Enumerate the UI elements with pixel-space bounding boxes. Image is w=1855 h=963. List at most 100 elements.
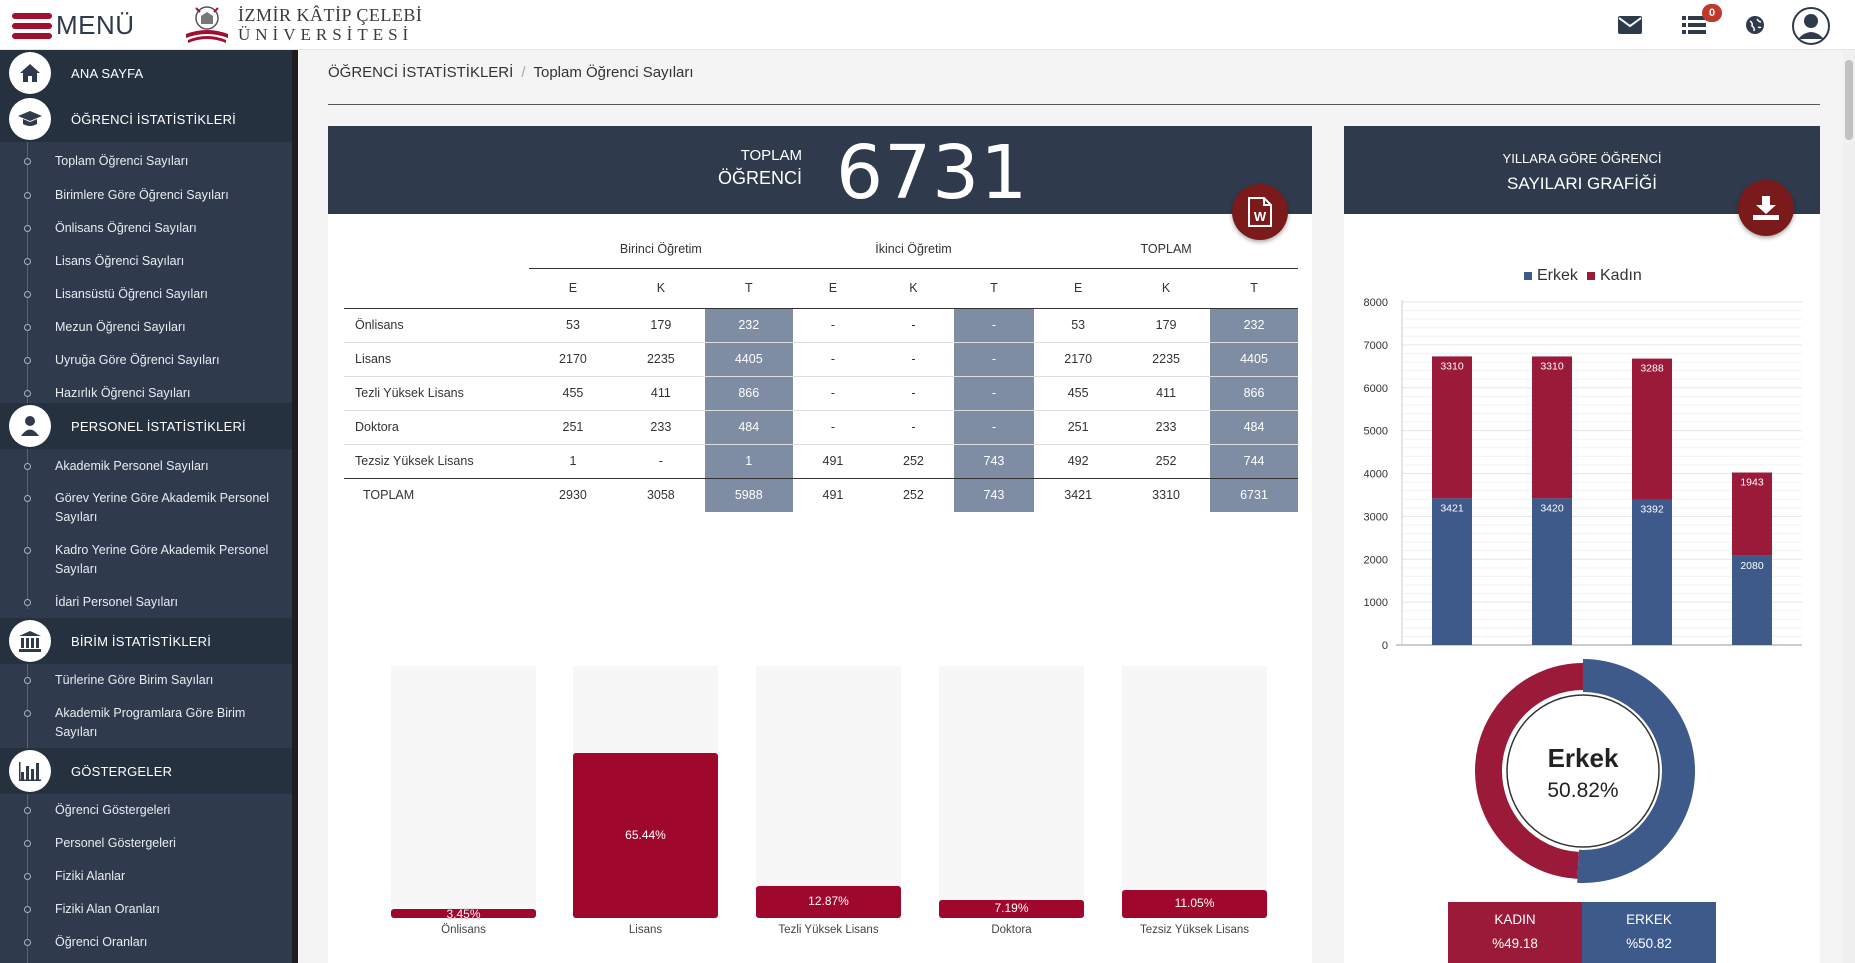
sidebar-item-physical-area-ratios[interactable]: Fiziki Alan Oranları [0, 900, 292, 919]
page-scrollbar[interactable] [1843, 50, 1855, 963]
table-cell: 251 [529, 409, 617, 444]
table-cell: 251 [1034, 409, 1123, 444]
globe-icon[interactable] [1740, 10, 1770, 40]
bar-erkek [1432, 498, 1472, 645]
sidebar-section-label: GÖSTERGELER [71, 763, 173, 779]
breadcrumb-root[interactable]: ÖĞRENCİ İSTATİSTİKLERİ [328, 64, 514, 81]
y-tick-label: 2000 [1364, 554, 1388, 566]
university-emblem-icon [186, 6, 228, 43]
sidebar-section-unit-stats[interactable]: BİRİM İSTATİSTİKLERİ [0, 618, 292, 664]
table-cell: - [953, 341, 1035, 376]
donut-center-value: 50.82% [1547, 779, 1618, 802]
table-cell: 3310 [1122, 477, 1211, 512]
table-cell: 484 [704, 409, 793, 444]
bar-kadin [1532, 356, 1572, 499]
logo-line-1: İZMİR KÂTİP ÇELEBİ [238, 5, 423, 25]
sidebar-item-academic-staff[interactable]: Akademik Personel Sayıları [0, 457, 292, 476]
bar-erkek [1732, 555, 1772, 645]
hamburger-icon [12, 12, 52, 39]
y-tick-label: 7000 [1364, 340, 1388, 352]
sidebar-section-student-stats[interactable]: ÖĞRENCİ İSTATİSTİKLERİ [0, 96, 292, 142]
program-share-bar: 65.44% Lisans [573, 666, 718, 936]
sidebar [0, 50, 292, 963]
legend-swatch-erkek [1524, 272, 1532, 280]
table-cell: 455 [529, 375, 617, 410]
row-label: Lisans [344, 341, 529, 376]
sidebar-item-graduate[interactable]: Lisansüstü Öğrenci Sayıları [0, 285, 292, 304]
sidebar-item-units-by-program[interactable]: Akademik Programlara Göre Birim Sayıları [0, 704, 270, 742]
row-label: Doktora [344, 409, 529, 444]
sidebar-item-preparatory[interactable]: Hazırlık Öğrenci Sayıları [0, 384, 292, 403]
bar-label-erkek: 3421 [1440, 502, 1464, 514]
legend-swatch-kadin [1587, 272, 1595, 280]
program-share-bar: 7.19% Doktora [939, 666, 1084, 936]
home-icon [9, 52, 51, 94]
sidebar-item-units-by-type[interactable]: Türlerine Göre Birim Sayıları [0, 671, 292, 690]
table-cell: 53 [566, 318, 580, 332]
donut-hole [1504, 692, 1662, 850]
total-students-panel: TOPLAM ÖĞRENCİ 6731 W Birinci Öğretim İk… [328, 126, 1312, 963]
program-share-bar: 12.87% Tezli Yüksek Lisans [756, 666, 901, 936]
sidebar-item-alumni[interactable]: Mezun Öğrenci Sayıları [0, 318, 292, 337]
donut-inner-ring [1506, 694, 1660, 848]
sidebar-item-academic-staff-by-cadre[interactable]: Kadro Yerine Göre Akademik Personel Sayı… [0, 541, 280, 579]
user-icon[interactable] [1792, 7, 1830, 45]
table-cell: - [953, 409, 1035, 444]
table-cell: - [873, 409, 954, 444]
y-tick-label: 1000 [1364, 597, 1388, 609]
donut-segment-kadin [1475, 663, 1583, 879]
sidebar-item-physical-areas[interactable]: Fiziki Alanlar [0, 867, 292, 886]
table-cell: 5988 [704, 477, 793, 512]
table-total-row: TOPLAM 2930 3058 5988 491 252 743 3421 3310 6731 [344, 477, 1298, 512]
menu-button[interactable]: MENÜ [12, 10, 135, 41]
donut-segment-erkek [1577, 659, 1695, 883]
sidebar-section-home[interactable]: ANA SAYFA [0, 50, 292, 96]
row-label: Tezli Yüksek Lisans [344, 375, 529, 410]
total-student-count: 6731 [836, 130, 1029, 216]
sidebar-section-staff-stats[interactable]: PERSONEL İSTATİSTİKLERİ [0, 403, 292, 449]
y-tick-label: 6000 [1364, 383, 1388, 395]
column-header: T [1210, 268, 1298, 309]
sidebar-item-total-students[interactable]: Toplam Öğrenci Sayıları [0, 152, 292, 171]
yearly-chart-panel: YILLARA GÖRE ÖĞRENCİ SAYILARI GRAFİĞİ 0 1… [1344, 126, 1820, 963]
gender-ratio-box: KADIN %49.18 ERKEK %50.82 [1448, 902, 1716, 963]
sidebar-item-staff-indicators[interactable]: Personel Göstergeleri [0, 834, 292, 853]
bar-chart-icon [9, 750, 51, 792]
group-header: TOPLAM [1034, 230, 1298, 269]
program-share-label: Doktora [991, 924, 1032, 936]
sidebar-item-bachelor[interactable]: Lisans Öğrenci Sayıları [0, 252, 292, 271]
list-icon[interactable] [1679, 10, 1709, 40]
group-header: Birinci Öğretim [529, 230, 793, 269]
top-bar: MENÜ İZMİR KÂTİP ÇELEBİ ÜNİVERSİTESİ 0 [0, 0, 1855, 50]
university-logo[interactable]: İZMİR KÂTİP ÇELEBİ ÜNİVERSİTESİ [182, 4, 422, 46]
table-cell: - [911, 318, 916, 332]
sidebar-item-associate[interactable]: Önlisans Öğrenci Sayıları [0, 219, 292, 238]
envelope-icon[interactable] [1615, 10, 1645, 40]
sidebar-item-academic-staff-by-duty[interactable]: Görev Yerine Göre Akademik Personel Sayı… [0, 489, 280, 527]
table-cell: 53 [1071, 318, 1086, 332]
sidebar-scrollbar[interactable] [292, 50, 298, 963]
sidebar-item-admin-staff[interactable]: İdari Personel Sayıları [0, 593, 292, 612]
download-button[interactable] [1738, 180, 1794, 236]
table-cell: - [953, 375, 1035, 410]
sidebar-section-indicators[interactable]: GÖSTERGELER [0, 748, 292, 794]
sidebar-item-by-unit[interactable]: Birimlere Göre Öğrenci Sayıları [0, 186, 292, 205]
sidebar-item-nationality[interactable]: Uyruğa Göre Öğrenci Sayıları [0, 351, 292, 370]
legend-label-kadin: Kadın [1600, 267, 1642, 284]
table-cell: 484 [1210, 409, 1298, 444]
notification-badge: 0 [1702, 4, 1722, 22]
bar-label-kadin: 3310 [1540, 360, 1564, 372]
y-tick-label: 5000 [1364, 426, 1388, 438]
sidebar-item-student-ratios[interactable]: Öğrenci Oranları [0, 933, 292, 952]
total-students-header: TOPLAM ÖĞRENCİ 6731 [328, 126, 1312, 216]
breadcrumb-divider [328, 104, 1820, 105]
table-cell: 232 [704, 308, 793, 342]
student-stats-table: Birinci Öğretim İkinci Öğretim TOPLAM E … [344, 230, 1298, 512]
table-cell: 1 [704, 443, 793, 478]
program-share-fill [939, 899, 1084, 918]
sidebar-section-label: ÖĞRENCİ İSTATİSTİKLERİ [71, 111, 236, 127]
y-tick-label: 8000 [1364, 297, 1388, 309]
sidebar-item-student-indicators[interactable]: Öğrenci Göstergeleri [0, 801, 292, 820]
program-share-percent: 65.44% [625, 827, 666, 842]
download-icon [1753, 196, 1779, 220]
